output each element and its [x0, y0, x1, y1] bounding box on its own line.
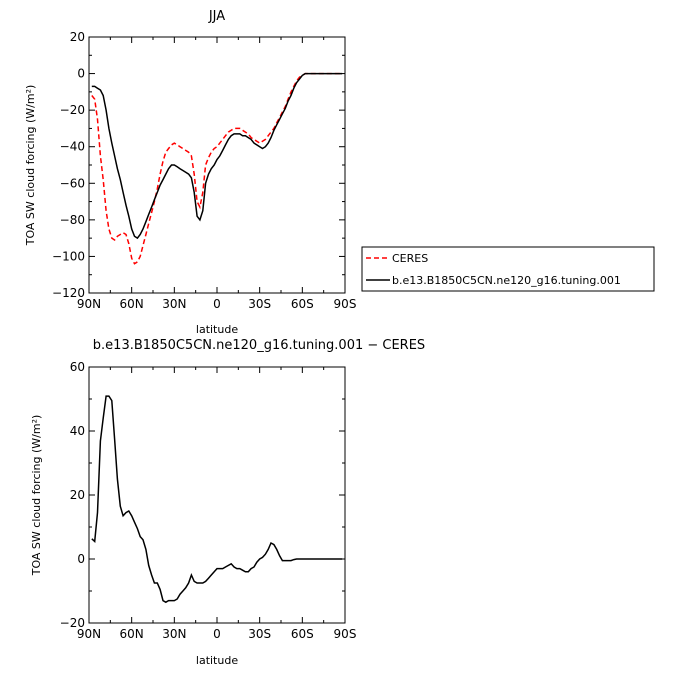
bottom-x-axis-title: latitude — [196, 654, 238, 667]
top-chart: JJA 90N 60N 30N 0 30S 60S 90S 20 0 −20 −40 −60 −80 −1… — [24, 9, 655, 336]
top-chart-lines — [91, 72, 343, 265]
y-tick-label: −20 — [60, 616, 85, 630]
legend-frame — [361, 246, 655, 292]
x-tick-label: 90N — [77, 627, 101, 641]
y-tick-label: −20 — [60, 103, 85, 117]
x-tick-label: 0 — [213, 627, 221, 641]
x-tick-label: 60N — [120, 627, 144, 641]
x-tick-label: 90S — [334, 627, 357, 641]
x-tick-label: 30S — [248, 297, 271, 311]
top-chart-ticks: 90N 60N 30N 0 30S 60S 90S 20 0 −20 −40 −60 −80 −100 −1… — [52, 30, 356, 311]
x-tick-label: 90N — [77, 297, 101, 311]
x-tick-label: 30N — [162, 297, 186, 311]
bottom-chart-lines — [91, 395, 343, 604]
top-chart-legend: CERES b.e13.B1850C5CN.ne120_g16.tuning.0… — [361, 246, 655, 292]
y-tick-label: 0 — [77, 67, 85, 81]
bottom-chart-title: b.e13.B1850C5CN.ne120_g16.tuning.001 − C… — [93, 338, 425, 353]
y-tick-label: 40 — [70, 424, 85, 438]
y-tick-label: 20 — [70, 488, 85, 502]
x-tick-label: 60S — [291, 297, 314, 311]
top-chart-title: JJA — [208, 9, 225, 24]
top-y-axis-title: TOA SW cloud forcing (W/m²) — [24, 85, 37, 247]
y-tick-label: −60 — [60, 176, 85, 190]
series-line-b-e13-b1850c5cn-ne120-g16-tuning-001 — [91, 72, 343, 240]
y-tick-label: 60 — [70, 360, 85, 374]
x-tick-label: 0 — [213, 297, 221, 311]
top-x-axis-title: latitude — [196, 323, 238, 336]
y-tick-label: −120 — [52, 286, 85, 300]
y-tick-label: 0 — [77, 552, 85, 566]
bottom-chart: b.e13.B1850C5CN.ne120_g16.tuning.001 − C… — [30, 338, 425, 667]
x-tick-label: 30S — [248, 627, 271, 641]
series-line-ceres — [91, 72, 343, 265]
legend-ceres-label: CERES — [392, 252, 428, 265]
x-tick-label: 60S — [291, 627, 314, 641]
legend-model-label: b.e13.B1850C5CN.ne120_g16.tuning.001 — [392, 274, 621, 287]
bottom-chart-ticks: 90N 60N 30N 0 30S 60S 90S 60 40 20 0 −20 — [60, 360, 357, 641]
series-line-difference — [91, 395, 343, 604]
x-tick-label: 90S — [334, 297, 357, 311]
y-tick-label: 20 — [70, 30, 85, 44]
top-chart-frame — [88, 36, 346, 294]
y-tick-label: −80 — [60, 213, 85, 227]
x-tick-label: 30N — [162, 627, 186, 641]
y-tick-label: −100 — [52, 249, 85, 263]
x-tick-label: 60N — [120, 297, 144, 311]
bottom-chart-frame — [88, 366, 346, 624]
y-tick-label: −40 — [60, 140, 85, 154]
bottom-y-axis-title: TOA SW cloud forcing (W/m²) — [30, 415, 43, 577]
